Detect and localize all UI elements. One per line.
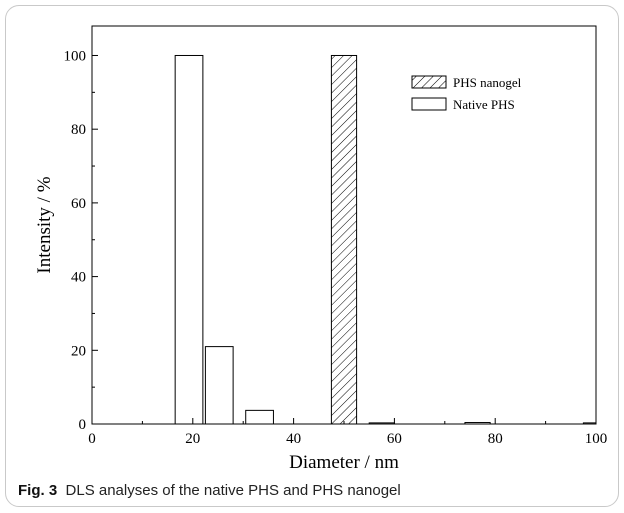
legend-label-native-phs: Native PHS <box>453 97 515 112</box>
bars-layer <box>175 55 596 424</box>
y-tick-label: 40 <box>71 270 86 286</box>
x-tick-label: 100 <box>585 431 608 447</box>
x-tick-label: 60 <box>387 431 402 447</box>
legend-swatch-phs-nanogel <box>412 76 446 88</box>
legend-label-phs-nanogel: PHS nanogel <box>453 75 522 90</box>
x-tick-label: 80 <box>488 431 503 447</box>
x-tick-label: 20 <box>185 431 200 447</box>
legend-swatch-native-phs <box>412 98 446 110</box>
y-tick-label: 20 <box>71 343 86 359</box>
bar-native-phs-0 <box>175 55 203 424</box>
figure-label: Fig. 3 <box>18 482 57 499</box>
bar-native-phs-2 <box>246 410 274 424</box>
y-tick-label: 80 <box>71 122 86 138</box>
legend: PHS nanogel Native PHS <box>412 75 522 112</box>
caption-text: DLS analyses of the native PHS and PHS n… <box>66 482 401 499</box>
y-tick-label: 100 <box>64 48 87 64</box>
x-tick-label: 0 <box>88 431 96 447</box>
bar-phs-nanogel-0 <box>331 55 356 424</box>
figure-caption: Fig. 3 DLS analyses of the native PHS an… <box>18 482 401 499</box>
x-axis-title: Diameter / nm <box>289 452 399 473</box>
y-tick-label: 60 <box>71 196 86 212</box>
bar-native-phs-1 <box>205 347 233 424</box>
y-axis-title: Intensity / % <box>34 176 55 273</box>
x-tick-label: 40 <box>286 431 301 447</box>
y-tick-label: 0 <box>79 417 87 433</box>
dls-bar-chart: 0 20 40 60 80 100 0 20 40 60 80 100 Diameter / nm I… <box>0 0 624 480</box>
